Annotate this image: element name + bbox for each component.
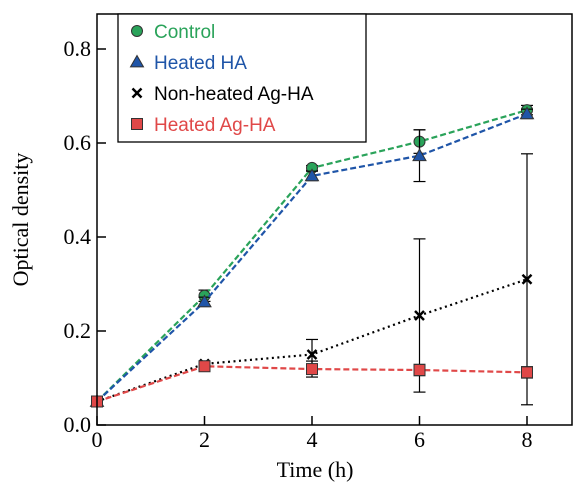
y-tick-label: 0.6: [64, 130, 92, 155]
data-point: [414, 365, 425, 376]
y-tick-label: 0.2: [64, 318, 92, 343]
x-tick-label: 4: [307, 427, 318, 452]
x-axis-label: Time (h): [277, 457, 354, 482]
y-axis-label: Optical density: [8, 153, 33, 287]
legend-marker: [132, 26, 143, 37]
series-heated-ag-ha: [92, 361, 534, 407]
x-tick-label: 0: [92, 427, 103, 452]
x-tick-label: 2: [199, 427, 210, 452]
data-point: [199, 361, 210, 372]
legend-label: Heated HA: [154, 53, 247, 74]
data-point: [522, 367, 533, 378]
x-tick-label: 8: [522, 427, 533, 452]
data-point: [307, 364, 318, 375]
plot-area: [91, 105, 534, 407]
y-tick-label: 0.0: [64, 412, 92, 437]
legend: Control Heated HA Non-heated Ag-HA Heated A…: [118, 14, 366, 142]
legend-label: Heated Ag-HA: [154, 115, 276, 136]
legend-label: Control: [154, 22, 215, 43]
x-tick-label: 6: [414, 427, 425, 452]
legend-label: Non-heated Ag-HA: [154, 84, 314, 105]
y-tick-label: 0.8: [64, 36, 92, 61]
legend-marker: [132, 119, 143, 130]
y-tick-label: 0.4: [64, 224, 92, 249]
